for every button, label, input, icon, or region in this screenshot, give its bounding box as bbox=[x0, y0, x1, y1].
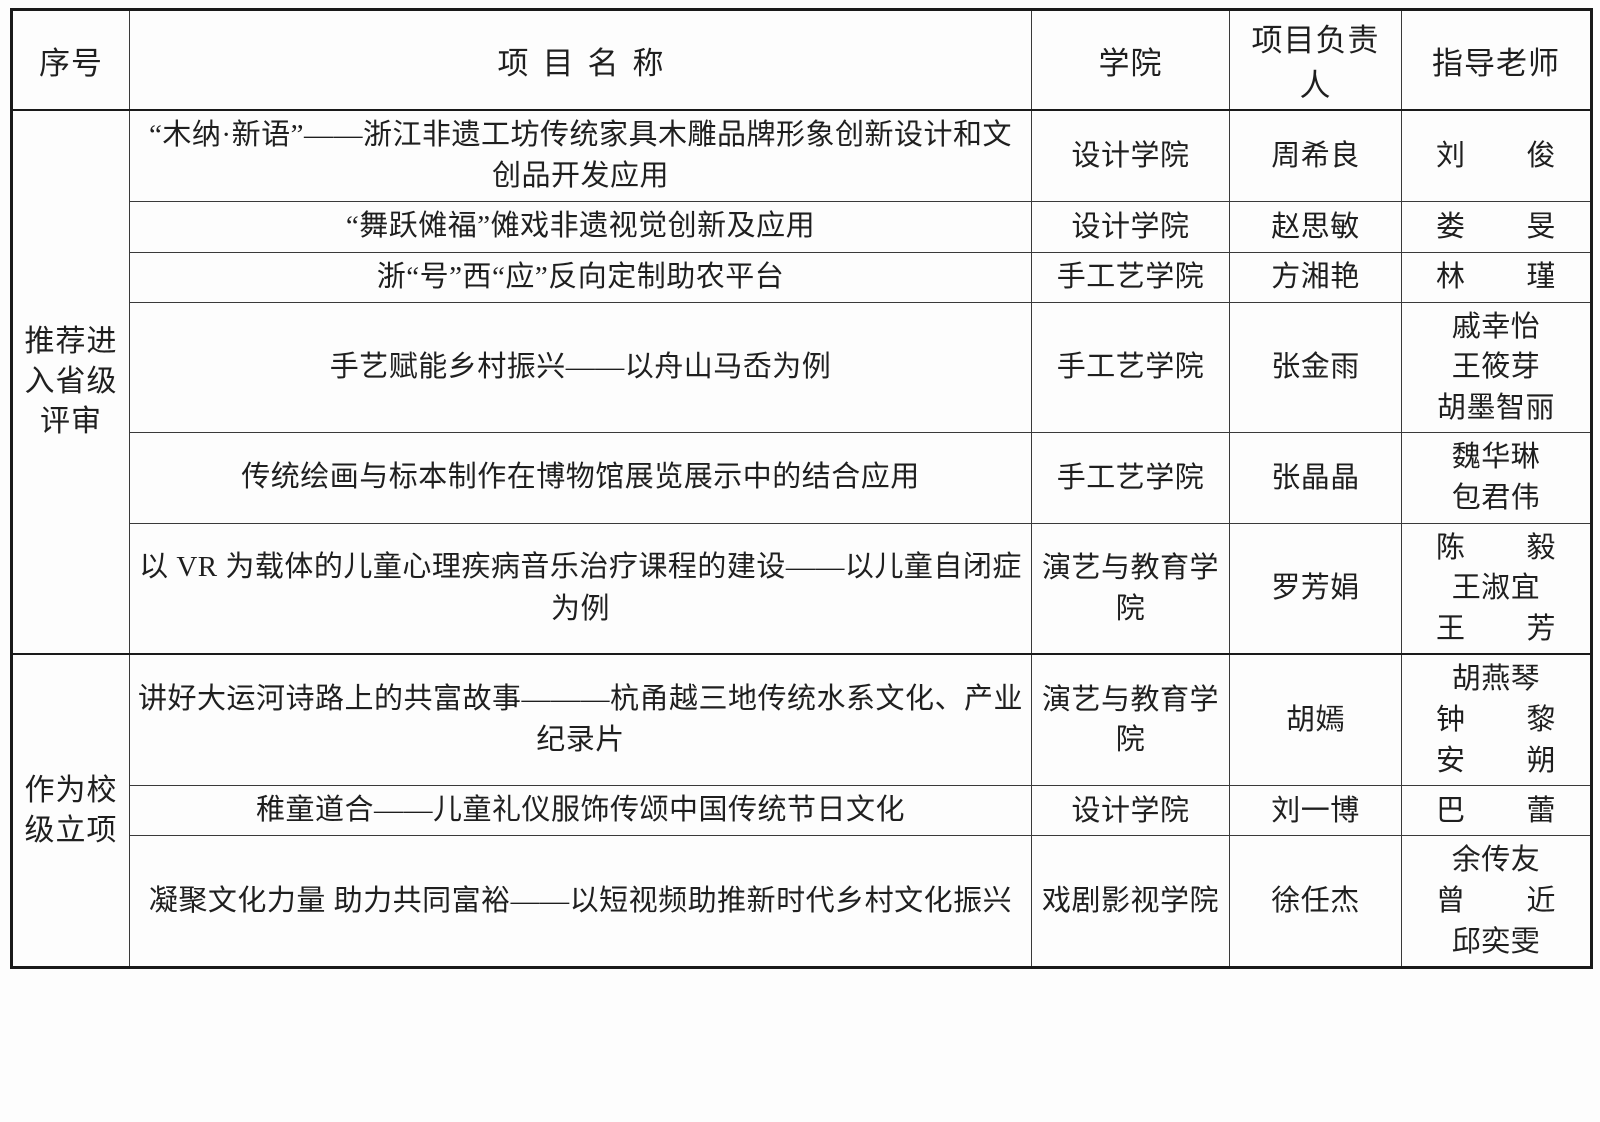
table-row: 稚童道合——儿童礼仪服饰传颂中国传统节日文化 设计学院 刘一博 巴蕾 bbox=[12, 785, 1592, 837]
project-leader-cell: 张金雨 bbox=[1229, 301, 1402, 434]
column-header-seq-label: 序号 bbox=[39, 45, 103, 81]
table-row: 传统绘画与标本制作在博物馆展览展示中的结合应用 手工艺学院 张晶晶 魏华琳 包君伟 bbox=[12, 432, 1592, 524]
advisor-name: 邱奕雯 bbox=[1451, 925, 1541, 958]
college-cell: 手工艺学院 bbox=[1031, 301, 1230, 434]
project-title-cell: “舞跃傩福”傩戏非遗视觉创新及应用 bbox=[129, 201, 1032, 253]
table-body: 推荐进入省级评审 “木纳·新语”——浙江非遗工坊传统家具木雕品牌形象创新设计和文创… bbox=[11, 108, 1592, 969]
college-cell: 演艺与教育学院 bbox=[1031, 522, 1230, 655]
project-approval-table: 序号 项目名称 学院 项目负责人 指导老师 推荐进入省级评审 “木纳·新语”——浙… bbox=[10, 8, 1593, 970]
column-header-college: 学院 bbox=[1031, 9, 1230, 111]
column-header-leader-label: 项目负责人 bbox=[1251, 23, 1380, 103]
project-leader-cell: 方湘艳 bbox=[1229, 251, 1402, 303]
column-header-leader: 项目负责人 bbox=[1229, 9, 1402, 111]
college-cell: 设计学院 bbox=[1031, 785, 1230, 837]
advisor-name: 娄旻 bbox=[1436, 210, 1556, 243]
table-row: “舞跃傩福”傩戏非遗视觉创新及应用 设计学院 赵思敏 娄旻 bbox=[12, 201, 1592, 253]
college-cell: 演艺与教育学院 bbox=[1031, 653, 1230, 787]
project-title-cell: “木纳·新语”——浙江非遗工坊传统家具木雕品牌形象创新设计和文创品开发应用 bbox=[129, 109, 1032, 203]
column-header-college-label: 学院 bbox=[1098, 45, 1163, 81]
advisor-name: 安朔 bbox=[1436, 744, 1556, 777]
table-row: 以 VR 为载体的儿童心理疾病音乐治疗课程的建设——以儿童自闭症为例 演艺与教育学… bbox=[12, 522, 1592, 655]
advisor-cell: 巴蕾 bbox=[1401, 785, 1592, 837]
table-row: 凝聚文化力量 助力共同富裕——以短视频助推新时代乡村文化振兴 戏剧影视学院 徐任杰余… bbox=[12, 835, 1592, 969]
table-row: 推荐进入省级评审 “木纳·新语”——浙江非遗工坊传统家具木雕品牌形象创新设计和文创… bbox=[11, 108, 1592, 655]
advisor-name: 刘俊 bbox=[1436, 139, 1556, 172]
group-label: 推荐进入省级评审 bbox=[24, 324, 118, 439]
project-leader-cell: 徐任杰 bbox=[1229, 835, 1402, 969]
college-cell: 设计学院 bbox=[1031, 201, 1230, 253]
project-leader-cell: 周希良 bbox=[1229, 109, 1402, 203]
column-header-advisor: 指导老师 bbox=[1401, 9, 1592, 111]
group-label-cell: 推荐进入省级评审 bbox=[11, 108, 130, 655]
advisor-name: 胡燕琴 bbox=[1451, 663, 1541, 696]
advisor-cell: 陈毅 王淑宜 王芳 bbox=[1401, 522, 1592, 655]
advisor-name: 包君伟 bbox=[1451, 482, 1541, 515]
advisor-name: 陈毅 bbox=[1436, 531, 1556, 564]
advisor-cell: 魏华琳 包君伟 bbox=[1401, 432, 1592, 524]
advisor-name: 王淑宜 bbox=[1451, 572, 1541, 605]
advisor-name: 魏华琳 bbox=[1451, 441, 1541, 474]
advisor-name: 戚幸怡 bbox=[1451, 310, 1541, 343]
project-title-cell: 讲好大运河诗路上的共富故事———杭甬越三地传统水系文化、产业纪录片 bbox=[129, 653, 1032, 787]
project-title-cell: 传统绘画与标本制作在博物馆展览展示中的结合应用 bbox=[129, 432, 1032, 524]
group-label: 作为校级立项 bbox=[24, 773, 118, 847]
advisor-name: 曾近 bbox=[1436, 884, 1556, 917]
column-header-title-label: 项目名称 bbox=[497, 45, 678, 81]
project-leader-cell: 赵思敏 bbox=[1229, 201, 1402, 253]
advisor-cell: 戚幸怡王筱芽胡墨智丽 bbox=[1401, 301, 1592, 434]
project-title-cell: 浙“号”西“应”反向定制助农平台 bbox=[129, 251, 1032, 303]
advisor-name: 胡墨智丽 bbox=[1436, 391, 1555, 424]
project-title-cell: 凝聚文化力量 助力共同富裕——以短视频助推新时代乡村文化振兴 bbox=[129, 835, 1032, 969]
project-title-cell: 以 VR 为载体的儿童心理疾病音乐治疗课程的建设——以儿童自闭症为例 bbox=[129, 522, 1032, 655]
college-cell: 戏剧影视学院 bbox=[1031, 835, 1230, 969]
advisor-cell: 刘俊 bbox=[1401, 109, 1592, 203]
advisor-name: 巴蕾 bbox=[1436, 794, 1556, 827]
project-title-cell: 手艺赋能乡村振兴——以舟山马岙为例 bbox=[129, 301, 1032, 434]
advisor-name: 钟黎 bbox=[1436, 704, 1556, 737]
college-cell: 设计学院 bbox=[1031, 109, 1230, 203]
advisor-cell: 娄旻 bbox=[1401, 201, 1592, 253]
college-cell: 手工艺学院 bbox=[1031, 432, 1230, 524]
project-title-cell: 稚童道合——儿童礼仪服饰传颂中国传统节日文化 bbox=[129, 785, 1032, 837]
project-leader-cell: 张晶晶 bbox=[1229, 432, 1402, 524]
project-leader-cell: 罗芳娟 bbox=[1229, 522, 1402, 655]
table-header: 序号 项目名称 学院 项目负责人 指导老师 bbox=[11, 9, 1592, 111]
project-leader-cell: 刘一博 bbox=[1229, 785, 1402, 837]
advisor-name: 王筱芽 bbox=[1451, 351, 1541, 384]
column-header-advisor-label: 指导老师 bbox=[1432, 45, 1560, 81]
advisor-name: 林瑾 bbox=[1436, 260, 1556, 293]
table-row: 手艺赋能乡村振兴——以舟山马岙为例 手工艺学院 张金雨 戚幸怡 王筱芽 胡墨智丽 bbox=[12, 301, 1592, 434]
advisor-name: 余传友 bbox=[1451, 844, 1541, 877]
project-leader-cell: 胡嫣 bbox=[1229, 653, 1402, 787]
college-cell: 手工艺学院 bbox=[1031, 251, 1230, 303]
advisor-cell: 胡燕琴 钟黎 安朔 bbox=[1401, 653, 1592, 787]
table-row: 浙“号”西“应”反向定制助农平台 手工艺学院 方湘艳 林瑾 bbox=[12, 251, 1592, 303]
column-header-seq: 序号 bbox=[11, 9, 130, 111]
advisor-name: 王芳 bbox=[1436, 612, 1556, 645]
advisor-cell: 余传友 曾近 邱奕雯 bbox=[1401, 835, 1592, 969]
table-row: 作为校级立项 讲好大运河诗路上的共富故事———杭甬越三地传统水系文化、产业纪录片演… bbox=[11, 653, 1592, 969]
column-header-title: 项目名称 bbox=[129, 9, 1032, 111]
header-row: 序号 项目名称 学院 项目负责人 指导老师 bbox=[11, 9, 1592, 111]
group-label-cell: 作为校级立项 bbox=[11, 653, 130, 969]
advisor-cell: 林瑾 bbox=[1401, 251, 1592, 303]
